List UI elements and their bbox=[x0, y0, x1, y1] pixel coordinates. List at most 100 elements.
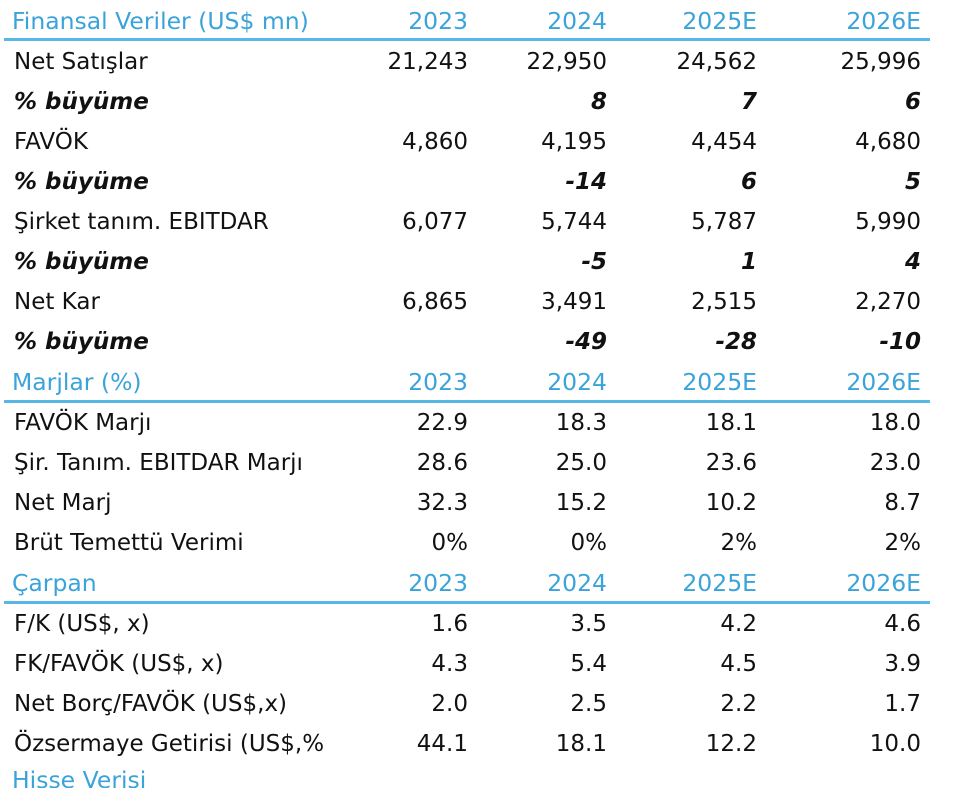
cell-value: 15.2 bbox=[555, 490, 607, 516]
cell-value: 4,195 bbox=[541, 129, 607, 155]
cell-value: 2,515 bbox=[691, 289, 757, 315]
table-row-dividend-yield: Brüt Temettü Verimi 0% 0% 2% 2% bbox=[0, 523, 940, 563]
row-label: % büyüme bbox=[14, 329, 149, 355]
section-title: Çarpan bbox=[12, 569, 97, 597]
cell-value: 4.6 bbox=[884, 611, 921, 637]
row-label: Şir. Tanım. EBITDAR Marjı bbox=[14, 450, 303, 476]
cell-value: 6 bbox=[904, 89, 921, 115]
year-header: 2023 bbox=[408, 368, 468, 396]
table-row-net-sales: Net Satışlar 21,243 22,950 24,562 25,996 bbox=[0, 42, 940, 82]
section-title: Hisse Verisi bbox=[12, 766, 147, 788]
cell-value: 8.7 bbox=[884, 490, 921, 516]
cell-value: 5,744 bbox=[541, 209, 607, 235]
cell-value: 22,950 bbox=[526, 49, 607, 75]
cell-value: 8 bbox=[590, 89, 607, 115]
table-row-roe: Özsermaye Getirisi (US$,% 44.1 18.1 12.2… bbox=[0, 724, 940, 764]
cell-value: 6 bbox=[740, 169, 757, 195]
cell-value: 6,865 bbox=[402, 289, 468, 315]
cell-value: 2.5 bbox=[570, 691, 607, 717]
table-row-pe: F/K (US$, x) 1.6 3.5 4.2 4.6 bbox=[0, 604, 940, 644]
section-title: Finansal Veriler (US$ mn) bbox=[12, 7, 309, 35]
row-label: % büyüme bbox=[14, 169, 149, 195]
cell-value: 32.3 bbox=[416, 490, 468, 516]
cell-value: 5,787 bbox=[691, 209, 757, 235]
cell-value: 6,077 bbox=[402, 209, 468, 235]
cell-value: 1 bbox=[740, 249, 757, 275]
cell-value: 4,454 bbox=[691, 129, 757, 155]
table-row-growth: % büyüme -49 -28 -10 bbox=[0, 322, 940, 362]
cell-value: 2% bbox=[720, 530, 758, 556]
table-row-growth: % büyüme -5 1 4 bbox=[0, 242, 940, 282]
cell-value: 25.0 bbox=[555, 450, 607, 476]
cell-value: -28 bbox=[715, 329, 757, 355]
year-header: 2024 bbox=[547, 7, 607, 35]
row-label: FK/FAVÖK (US$, x) bbox=[14, 651, 224, 677]
cell-value: 12.2 bbox=[705, 731, 757, 757]
cell-value: 0% bbox=[431, 530, 469, 556]
table-row-growth: % büyüme -14 6 5 bbox=[0, 162, 940, 202]
year-header: 2025E bbox=[682, 368, 757, 396]
cell-value: 4.2 bbox=[720, 611, 757, 637]
year-header: 2026E bbox=[846, 569, 921, 597]
cell-value: 4.3 bbox=[431, 651, 468, 677]
cell-value: 4 bbox=[904, 249, 921, 275]
cell-value: 4,680 bbox=[855, 129, 921, 155]
row-label: Net Kar bbox=[14, 289, 100, 315]
cell-value: -5 bbox=[581, 249, 607, 275]
cell-value: 4,860 bbox=[402, 129, 468, 155]
cell-value: 5 bbox=[904, 169, 921, 195]
section-header-multiples: Çarpan 2023 2024 2025E 2026E bbox=[0, 563, 940, 603]
cell-value: 18.1 bbox=[705, 410, 757, 436]
row-label: Net Borç/FAVÖK (US$,x) bbox=[14, 691, 288, 717]
cell-value: 1.7 bbox=[884, 691, 921, 717]
cell-value: 24,562 bbox=[676, 49, 757, 75]
cell-value: 2.2 bbox=[720, 691, 757, 717]
year-header: 2024 bbox=[547, 368, 607, 396]
cell-value: 18.3 bbox=[555, 410, 607, 436]
section-header-stock-data: Hisse Verisi bbox=[0, 760, 940, 788]
section-title: Marjlar (%) bbox=[12, 368, 142, 396]
cell-value: 23.6 bbox=[705, 450, 757, 476]
cell-value: 21,243 bbox=[387, 49, 468, 75]
cell-value: 3.9 bbox=[884, 651, 921, 677]
cell-value: 1.6 bbox=[431, 611, 468, 637]
year-header: 2026E bbox=[846, 7, 921, 35]
table-row-ebitdar-margin: Şir. Tanım. EBITDAR Marjı 28.6 25.0 23.6… bbox=[0, 443, 940, 483]
cell-value: 10.0 bbox=[869, 731, 921, 757]
year-header: 2023 bbox=[408, 569, 468, 597]
cell-value: 0% bbox=[570, 530, 608, 556]
section-divider bbox=[4, 38, 930, 41]
cell-value: 2,270 bbox=[855, 289, 921, 315]
cell-value: -49 bbox=[565, 329, 607, 355]
table-row-net-income: Net Kar 6,865 3,491 2,515 2,270 bbox=[0, 282, 940, 322]
table-row-ev-ebitda: FK/FAVÖK (US$, x) 4.3 5.4 4.5 3.9 bbox=[0, 644, 940, 684]
row-label: FAVÖK bbox=[14, 129, 88, 155]
section-header-financials: Finansal Veriler (US$ mn) 2023 2024 2025… bbox=[0, 1, 940, 41]
cell-value: 22.9 bbox=[416, 410, 468, 436]
cell-value: 10.2 bbox=[705, 490, 757, 516]
table-row-ebitda-margin: FAVÖK Marjı 22.9 18.3 18.1 18.0 bbox=[0, 403, 940, 443]
row-label: % büyüme bbox=[14, 249, 149, 275]
year-header: 2026E bbox=[846, 368, 921, 396]
year-header: 2025E bbox=[682, 569, 757, 597]
section-divider bbox=[4, 400, 930, 403]
cell-value: -10 bbox=[879, 329, 921, 355]
cell-value: 3.5 bbox=[570, 611, 607, 637]
table-row-growth: % büyüme 8 7 6 bbox=[0, 82, 940, 122]
cell-value: 7 bbox=[740, 89, 757, 115]
cell-value: 28.6 bbox=[416, 450, 468, 476]
cell-value: 4.5 bbox=[720, 651, 757, 677]
row-label: Net Marj bbox=[14, 490, 112, 516]
cell-value: 2% bbox=[884, 530, 922, 556]
table-row-net-debt-ebitda: Net Borç/FAVÖK (US$,x) 2.0 2.5 2.2 1.7 bbox=[0, 684, 940, 724]
row-label: F/K (US$, x) bbox=[14, 611, 150, 637]
cell-value: 3,491 bbox=[541, 289, 607, 315]
cell-value: 25,996 bbox=[840, 49, 921, 75]
row-label: Şirket tanım. EBITDAR bbox=[14, 209, 269, 235]
section-divider bbox=[4, 601, 930, 604]
year-header: 2025E bbox=[682, 7, 757, 35]
table-row-ebitda: FAVÖK 4,860 4,195 4,454 4,680 bbox=[0, 122, 940, 162]
section-header-margins: Marjlar (%) 2023 2024 2025E 2026E bbox=[0, 362, 940, 402]
row-label: FAVÖK Marjı bbox=[14, 410, 152, 436]
